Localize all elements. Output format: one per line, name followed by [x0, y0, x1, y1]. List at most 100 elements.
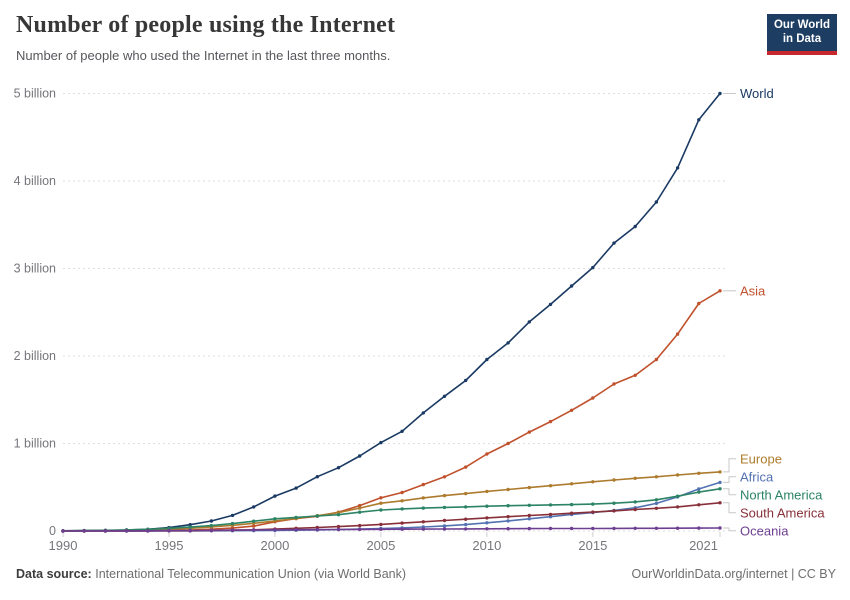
series-point: [527, 485, 531, 490]
series-point: [230, 513, 235, 518]
series-point: [591, 265, 595, 270]
series-line-oceania[interactable]: [62, 527, 721, 532]
series-point: [633, 476, 637, 480]
series-point: [591, 526, 595, 531]
series-label-europe[interactable]: Europe: [740, 451, 782, 466]
series-point: [315, 475, 319, 479]
series-point: [230, 528, 235, 532]
series-point: [591, 480, 595, 484]
series-point: [718, 501, 722, 505]
y-tick-label: 4 billion: [14, 174, 56, 188]
x-tick-label: 1990: [49, 538, 78, 553]
series-point: [569, 526, 574, 531]
x-tick-label: 2005: [366, 538, 395, 553]
series-point: [273, 528, 277, 532]
series-point: [675, 505, 680, 509]
series-line-asia[interactable]: [63, 290, 721, 532]
series-point: [527, 513, 531, 518]
series-point: [294, 486, 298, 490]
series-point: [464, 378, 468, 383]
page-title: Number of people using the Internet: [16, 12, 396, 38]
owid-logo-line2: in Data: [782, 33, 822, 46]
series-point: [442, 527, 447, 531]
x-tick-label: 2010: [472, 538, 501, 553]
chart-footer: Data source: International Telecommunica…: [16, 567, 836, 581]
series-point: [527, 517, 531, 521]
series-point: [379, 508, 383, 512]
series-point: [358, 454, 362, 458]
series-point: [442, 475, 447, 479]
series-label-africa[interactable]: Africa: [740, 469, 774, 484]
series-point: [527, 430, 531, 434]
x-tick-label: 1995: [155, 538, 184, 553]
series-point: [506, 504, 510, 508]
data-source-label: Data source:: [16, 567, 92, 581]
series-point: [506, 519, 510, 523]
series-point: [718, 289, 722, 293]
series-label-oceania[interactable]: Oceania: [740, 523, 789, 538]
series-point: [188, 523, 192, 527]
series-label-world[interactable]: World: [740, 86, 774, 101]
series-point: [485, 516, 489, 520]
series-point: [315, 514, 319, 518]
series-point: [400, 507, 404, 511]
owid-logo-line1: Our World: [773, 19, 830, 31]
series-point: [697, 503, 701, 507]
series-point: [400, 499, 404, 503]
series-point: [654, 498, 659, 502]
series-point: [336, 466, 341, 470]
series-point: [336, 524, 341, 529]
series-point: [209, 519, 214, 523]
series-point: [421, 520, 425, 524]
x-tick-label: 2000: [260, 538, 289, 553]
series-point: [654, 475, 659, 479]
series-point: [464, 522, 468, 527]
series-point: [442, 518, 447, 523]
series-point: [697, 118, 701, 122]
series-point: [654, 526, 659, 530]
series-point: [485, 527, 489, 531]
series-point: [464, 517, 468, 521]
series-point: [464, 527, 468, 531]
owid-logo[interactable]: Our World in Data: [766, 14, 837, 55]
series-point: [464, 491, 468, 496]
series-point: [379, 527, 383, 531]
series-line-south-america[interactable]: [63, 502, 721, 532]
series-point: [336, 513, 341, 517]
series-point: [612, 526, 616, 531]
series-point: [527, 320, 531, 324]
series-point: [612, 509, 616, 513]
series-point: [612, 241, 616, 245]
series-point: [442, 505, 447, 510]
series-point: [548, 302, 553, 307]
series-point: [400, 429, 404, 433]
series-line-world[interactable]: [62, 92, 721, 532]
legend-connector: [723, 458, 736, 473]
series-point: [675, 494, 680, 498]
series-label-north-america[interactable]: North America: [740, 487, 823, 502]
legend-connector: [723, 476, 736, 483]
y-tick-label: 3 billion: [14, 262, 56, 276]
series-point: [485, 357, 489, 362]
series-line-north-america[interactable]: [62, 488, 721, 532]
y-tick-label: 2 billion: [14, 349, 56, 363]
series-point: [400, 521, 404, 525]
series-point: [718, 91, 722, 96]
series-point: [697, 490, 701, 494]
series-line-europe[interactable]: [62, 471, 721, 532]
series-point: [252, 524, 256, 528]
series-point: [400, 527, 404, 531]
series-point: [358, 510, 362, 514]
series-label-south-america[interactable]: South America: [740, 505, 825, 520]
series-point: [633, 507, 637, 512]
series-point: [358, 506, 362, 510]
series-point: [167, 528, 171, 533]
series-label-asia[interactable]: Asia: [740, 283, 766, 298]
series-point: [273, 494, 277, 498]
license-link[interactable]: OurWorldinData.org/internet | CC BY: [631, 567, 837, 581]
series-point: [527, 503, 531, 507]
series-point: [569, 502, 574, 507]
series-point: [675, 526, 680, 530]
x-tick-label: 2015: [578, 538, 607, 553]
